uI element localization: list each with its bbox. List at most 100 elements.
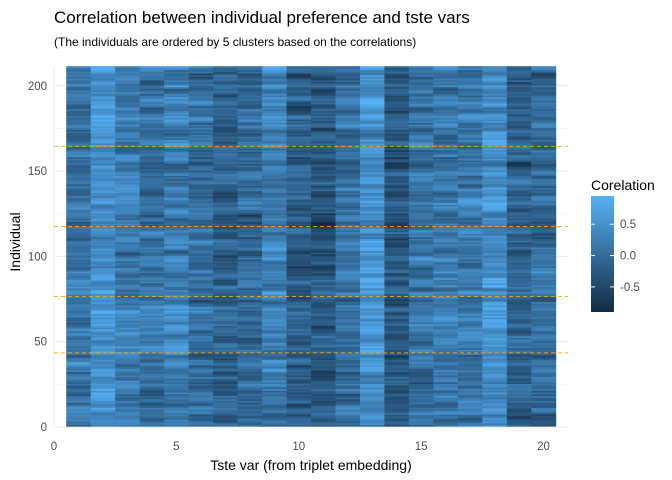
heatmap-cell [335,325,361,328]
heatmap-cell [115,276,141,279]
heatmap-cell [139,325,165,328]
heatmap-cell [482,76,508,79]
heatmap-cell [213,175,238,178]
heatmap-cell [115,415,141,419]
heatmap-cell [237,320,263,323]
heatmap-cell [262,298,287,301]
heatmap-cell [213,86,238,89]
heatmap-cell [188,296,214,299]
heatmap-cell [408,103,434,106]
heatmap-cell [433,108,459,112]
heatmap-cell [213,368,238,371]
heatmap-cell [506,90,532,93]
heatmap-cell [262,334,287,337]
heatmap-cell [139,403,165,407]
heatmap-cell [262,303,287,306]
heatmap-cell [139,130,165,134]
heatmap-cell [457,178,483,181]
heatmap-cell [213,270,238,274]
heatmap-cell [359,165,385,168]
heatmap-cell [311,98,336,101]
heatmap-cell [213,294,238,297]
heatmap-cell [311,95,336,98]
heatmap-cell [335,371,361,374]
heatmap-cell [335,373,361,376]
heatmap-cell [286,207,312,210]
heatmap-cell [115,209,141,212]
heatmap-cell [213,88,238,91]
heatmap-cell [384,258,410,262]
heatmap-cell [262,122,287,125]
heatmap-cell [482,310,508,313]
heatmap-cell [531,345,557,349]
heatmap-cell [115,305,141,308]
heatmap-cell [164,93,190,96]
heatmap-cell [188,303,214,306]
heatmap-cell [506,149,532,152]
heatmap-cell [482,158,508,161]
heatmap-cell [237,90,263,93]
heatmap-cell [213,134,238,137]
heatmap-cell [262,260,287,263]
heatmap-cell [213,115,238,118]
heatmap-cell [115,291,141,294]
heatmap-cell [359,407,385,410]
heatmap-cell [164,255,190,258]
heatmap-cell [262,363,287,366]
heatmap-cell [408,132,434,135]
heatmap-cell [384,270,410,274]
heatmap-cell [482,74,508,77]
heatmap-cell [311,386,336,390]
heatmap-cell [66,315,92,318]
heatmap-cell [66,107,92,110]
heatmap-cell [359,267,385,270]
heatmap-cell [506,195,532,199]
heatmap-cell [506,298,532,301]
heatmap-cell [482,188,508,192]
heatmap-cell [66,274,92,277]
heatmap-cell [311,308,336,311]
heatmap-cell [164,100,190,103]
heatmap-cell [384,195,410,199]
heatmap-cell [408,231,434,234]
heatmap-cell [506,166,532,170]
heatmap-cell [335,322,361,325]
heatmap-cell [506,229,532,233]
heatmap-cell [188,183,214,187]
heatmap-cell [115,250,141,253]
heatmap-cell [237,315,263,318]
heatmap-cell [115,224,141,228]
heatmap-cell [262,195,287,199]
heatmap-cell [213,112,238,115]
heatmap-cell [213,200,238,204]
heatmap-cell [237,301,263,304]
heatmap-cell [237,103,263,106]
heatmap-cell [90,407,116,410]
heatmap-cell [286,71,312,74]
heatmap-cell [359,417,385,420]
heatmap-cell [286,374,312,378]
heatmap-cell [482,400,508,403]
heatmap-cell [335,236,361,239]
heatmap-cell [433,165,459,168]
heatmap-cell [164,209,190,212]
heatmap-cell [188,311,214,315]
heatmap-cell [311,258,336,262]
heatmap-cell [384,209,410,212]
heatmap-cell [311,158,336,161]
heatmap-cell [188,272,214,275]
heatmap-cell [433,110,459,113]
heatmap-cell [164,403,190,407]
heatmap-cell [90,71,116,74]
heatmap-cell [213,407,238,410]
heatmap-cell [237,182,263,185]
heatmap-cell [262,344,287,347]
heatmap-cell [66,156,92,159]
heatmap-cell [188,400,214,403]
heatmap-cell [262,108,287,112]
heatmap-cell [66,83,92,86]
heatmap-cell [139,122,165,125]
heatmap-cell [531,301,557,304]
heatmap-cell [408,337,434,340]
heatmap-cell [433,112,459,115]
